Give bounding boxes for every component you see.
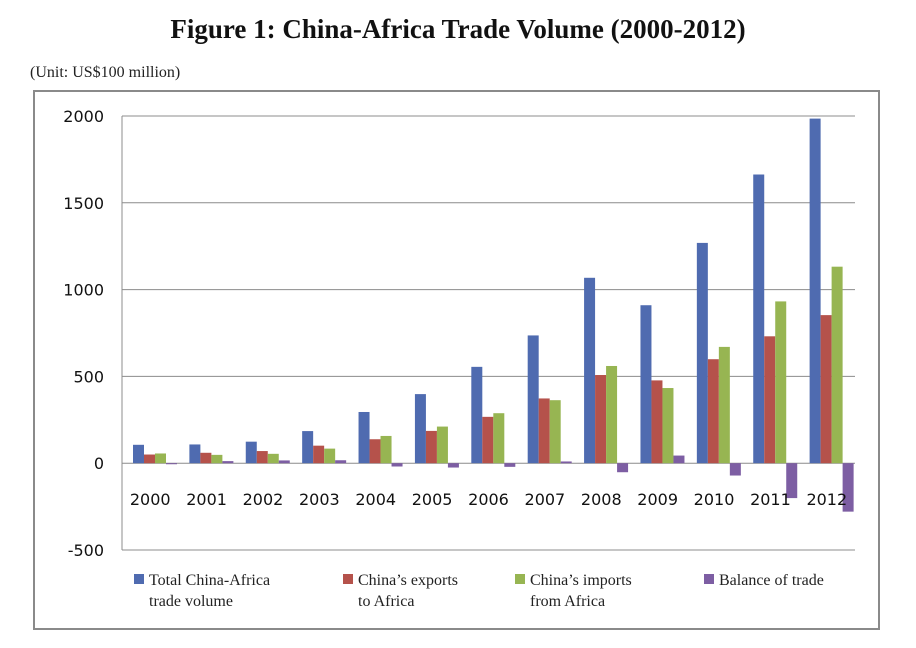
bar <box>245 441 257 464</box>
bar <box>278 460 290 464</box>
x-tick-label: 2003 <box>299 490 340 509</box>
bar-layer <box>133 118 854 512</box>
bar <box>504 463 516 467</box>
legend-swatch <box>515 574 525 584</box>
bar <box>584 277 596 464</box>
bar <box>471 366 483 464</box>
legend-entry-text: Balance of trade <box>719 572 824 589</box>
bar <box>414 394 426 464</box>
bar <box>729 463 741 476</box>
x-tick-label: 2002 <box>243 490 284 509</box>
legend-swatch <box>704 574 714 584</box>
bar <box>256 451 268 464</box>
x-tick-label: 2009 <box>637 490 678 509</box>
x-tick-label: 2008 <box>581 490 622 509</box>
bar <box>809 118 821 464</box>
bar <box>764 336 776 464</box>
legend-entry-text: to Africa <box>358 593 414 610</box>
bar <box>606 365 618 464</box>
x-tick-label: 2012 <box>806 490 847 509</box>
bar <box>527 335 539 464</box>
legend-swatch <box>134 574 144 584</box>
bar <box>189 444 201 464</box>
bar <box>718 346 730 464</box>
legend-entry-text: China’s exports <box>358 572 458 589</box>
bar <box>842 463 854 512</box>
bar <box>313 445 325 464</box>
x-tick-label: 2010 <box>694 490 735 509</box>
chart-title: Figure 1: China-Africa Trade Volume (200… <box>170 14 746 44</box>
bar <box>391 463 403 467</box>
bar <box>831 266 843 464</box>
bar <box>267 453 279 464</box>
legend-swatch <box>343 574 353 584</box>
bar <box>696 242 708 464</box>
bar <box>820 315 832 464</box>
unit-label: (Unit: US$100 million) <box>30 64 181 81</box>
y-tick-label: 1500 <box>63 194 104 213</box>
bar <box>155 453 166 464</box>
bar <box>775 301 787 464</box>
legend-layer: Total China-Africa trade volume China’s ex… <box>134 572 824 610</box>
bar <box>166 463 177 465</box>
bar <box>211 454 223 464</box>
x-tick-label: 2004 <box>355 490 396 509</box>
legend-entry-text: China’s imports <box>530 572 632 589</box>
bar <box>380 435 392 464</box>
y-tick-label: 2000 <box>63 107 104 126</box>
y-tick-label: -500 <box>68 541 104 560</box>
bar <box>358 411 370 464</box>
bar <box>595 375 607 464</box>
x-tick-label: 2001 <box>186 490 227 509</box>
chart-frame <box>33 90 880 630</box>
bar <box>640 305 652 464</box>
bar <box>493 413 505 464</box>
bar <box>144 454 155 464</box>
x-tick-label: 2005 <box>412 490 453 509</box>
y-tick-label: 1000 <box>63 281 104 300</box>
y-tick-label: 0 <box>94 454 104 473</box>
bar <box>324 448 336 464</box>
x-tick-label: 2011 <box>750 490 791 509</box>
bar <box>335 460 347 464</box>
bar <box>673 455 685 464</box>
legend-entry-text: trade volume <box>149 593 233 610</box>
legend-entry-text: from Africa <box>530 593 605 610</box>
bar <box>302 431 314 464</box>
axis-layer: 2000 1500 1000 500 0 -500 2000 2001 2002 2003 2004… <box>63 107 847 560</box>
bar <box>436 426 448 464</box>
bar <box>369 439 381 464</box>
y-tick-label: 500 <box>73 367 104 386</box>
bar <box>617 463 629 473</box>
x-tick-label: 2000 <box>130 490 171 509</box>
bar <box>447 463 459 468</box>
bar <box>482 416 494 464</box>
x-tick-label: 2007 <box>525 490 566 509</box>
bar <box>538 398 550 464</box>
bar <box>560 461 572 464</box>
legend-entry-text: Total China-Africa <box>149 572 270 589</box>
x-tick-label: 2006 <box>468 490 509 509</box>
bar <box>425 430 437 464</box>
bar <box>549 400 561 464</box>
bar <box>662 388 674 464</box>
bar <box>200 452 212 464</box>
bar <box>707 359 719 464</box>
grid-layer <box>122 115 855 551</box>
bar <box>222 461 234 464</box>
bar <box>133 444 144 464</box>
bar <box>651 380 663 464</box>
bar <box>753 174 765 464</box>
bar <box>786 463 798 499</box>
